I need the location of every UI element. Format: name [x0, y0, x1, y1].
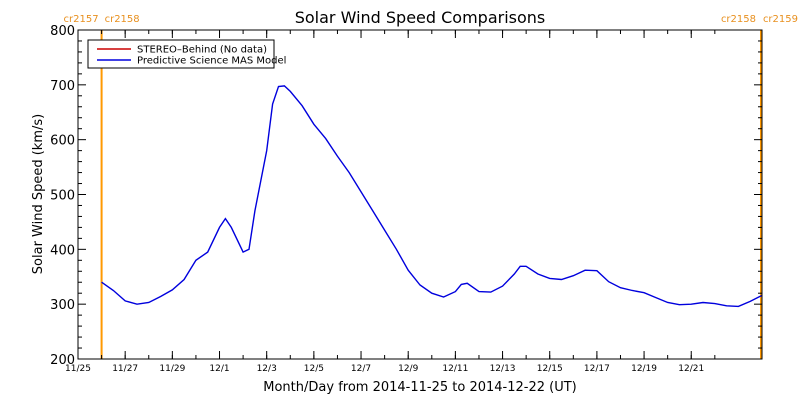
plot-frame	[77, 29, 763, 360]
legend-box	[87, 39, 275, 69]
carrington-label-right: cr2159	[763, 14, 798, 25]
series-lines	[101, 85, 763, 308]
legend-entry: STEREO–Behind (No data)	[137, 45, 267, 56]
x-tick-label: 11/27	[112, 364, 138, 374]
y-axis-label: Solar Wind Speed (km/s)	[31, 114, 46, 274]
x-tick-label: 12/5	[304, 364, 324, 374]
legend: STEREO–Behind (No data)Predictive Scienc…	[87, 39, 286, 69]
legend-entry: Predictive Science MAS Model	[137, 56, 286, 67]
x-tick-label: 12/1	[209, 364, 229, 374]
y-tick-label: 700	[50, 79, 75, 94]
x-tick-label: 12/17	[584, 364, 610, 374]
y-tick-label: 200	[50, 353, 75, 368]
x-tick-label: 12/9	[398, 364, 418, 374]
x-tick-label: 11/29	[159, 364, 185, 374]
x-tick-label: 12/15	[537, 364, 563, 374]
x-tick-label: 12/11	[442, 364, 468, 374]
chart-title: Solar Wind Speed Comparisons	[295, 8, 546, 27]
carrington-label-right: cr2158	[105, 14, 140, 25]
x-tick-label: 12/21	[678, 364, 704, 374]
y-tick-label: 400	[50, 243, 75, 258]
x-tick-label: 11/25	[65, 364, 91, 374]
x-axis-label: Month/Day from 2014-11-25 to 2014-12-22 …	[263, 380, 576, 395]
x-tick-label: 12/3	[257, 364, 277, 374]
y-tick-label: 600	[50, 134, 75, 149]
y-tick-label: 500	[50, 189, 75, 204]
x-tick-label: 12/19	[631, 364, 657, 374]
x-tick-label: 12/13	[490, 364, 516, 374]
carrington-label-left: cr2158	[721, 14, 756, 25]
y-tick-label: 800	[50, 24, 75, 39]
x-tick-label: 12/7	[351, 364, 371, 374]
axis-ticks: 200 300 400 500 600 700 800 11/25 11/27 11/29 12/1…	[50, 24, 762, 374]
y-tick-label: 300	[50, 298, 75, 313]
series-line-mas-model	[101, 85, 763, 308]
carrington-label-left: cr2157	[64, 14, 99, 25]
